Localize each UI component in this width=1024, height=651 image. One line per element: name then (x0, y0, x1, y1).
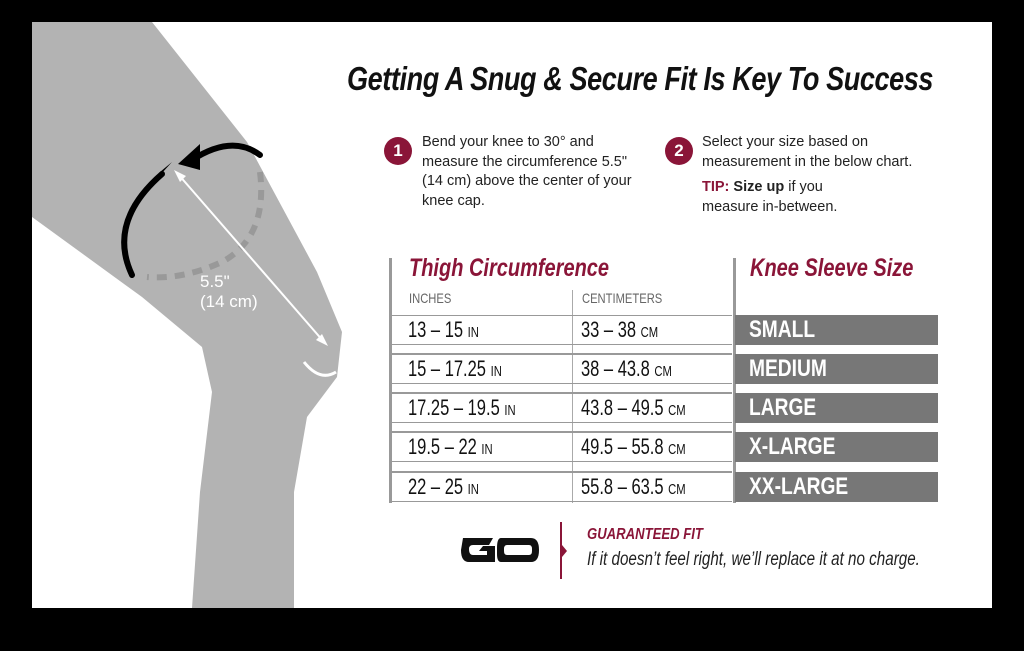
cm-value: 33 – 38 (581, 317, 637, 342)
inches-value: 22 – 25 (408, 474, 464, 499)
cm-unit: CM (654, 363, 672, 380)
tip-rest: if you measure in-between. (702, 179, 838, 215)
guarantee-divider (560, 522, 562, 579)
inches-cell: 15 – 17.25 IN (408, 354, 502, 387)
leg-shape (32, 22, 342, 608)
measurement-label: 5.5" (14 cm) (200, 272, 258, 312)
size-label: MEDIUM (735, 354, 938, 384)
cm-cell: 43.8 – 49.5 CM (581, 393, 686, 426)
inches-cell: 13 – 15 IN (408, 315, 479, 348)
go-logo (459, 532, 541, 571)
row-spacer (392, 463, 732, 472)
measurement-arrow (177, 173, 325, 343)
size-value: X-LARGE (749, 433, 836, 460)
go-logo-icon (461, 538, 539, 562)
inches-value: 19.5 – 22 (408, 434, 477, 459)
column-centimeters: CENTIMETERS (582, 290, 663, 306)
row-spacer (392, 423, 732, 432)
row-spacer (392, 384, 732, 393)
column-inches: INCHES (409, 290, 452, 306)
measure-cm: (14 cm) (200, 292, 258, 311)
table-divider (733, 258, 736, 503)
table-row: 19.5 – 22 IN 49.5 – 55.8 CM (392, 432, 732, 462)
cm-cell: 33 – 38 CM (581, 315, 658, 348)
cm-cell: 55.8 – 63.5 CM (581, 472, 686, 505)
inches-cell: 19.5 – 22 IN (408, 432, 493, 465)
table-row: 22 – 25 IN 55.8 – 63.5 CM (392, 472, 732, 502)
cm-cell: 38 – 43.8 CM (581, 354, 672, 387)
cm-cell: 49.5 – 55.8 CM (581, 432, 686, 465)
guarantee-title: GUARANTEED FIT (587, 526, 703, 543)
size-value: MEDIUM (749, 355, 827, 382)
tip-label: TIP: (702, 179, 730, 195)
inches-value: 13 – 15 (408, 317, 464, 342)
step-2-badge: 2 (665, 137, 693, 165)
table-row: 13 – 15 IN 33 – 38 CM (392, 315, 732, 345)
size-label: X-LARGE (735, 432, 938, 462)
cm-value: 55.8 – 63.5 (581, 474, 664, 499)
row-spacer (392, 345, 732, 354)
size-label: XX-LARGE (735, 472, 938, 502)
cm-value: 49.5 – 55.8 (581, 434, 664, 459)
column-divider (572, 290, 573, 503)
size-value: XX-LARGE (749, 473, 849, 500)
leg-diagram (32, 22, 342, 608)
size-value: SMALL (749, 316, 816, 343)
divider-arrow-icon (562, 545, 567, 557)
size-label: LARGE (735, 393, 938, 423)
inches-cell: 22 – 25 IN (408, 472, 479, 505)
cm-value: 43.8 – 49.5 (581, 395, 664, 420)
inches-unit: IN (481, 441, 493, 458)
knee-cap-mark (302, 361, 337, 377)
inches-unit: IN (467, 481, 479, 498)
measure-inches: 5.5" (200, 272, 230, 291)
step-2-text: Select your size based on measurement in… (702, 134, 913, 170)
step-1-badge: 1 (384, 137, 412, 165)
size-chart-panel: 5.5" (14 cm) Getting A Snug & Secure Fit… (32, 22, 992, 608)
header-thigh-circumference: Thigh Circumference (409, 254, 610, 282)
header-knee-sleeve-size: Knee Sleeve Size (750, 254, 914, 282)
table-left-border (389, 258, 392, 503)
tip-bold: Size up (733, 179, 785, 195)
guarantee-text: If it doesn’t feel right, we’ll replace … (587, 549, 920, 570)
table-row: 15 – 17.25 IN 38 – 43.8 CM (392, 354, 732, 384)
inches-value: 15 – 17.25 (408, 356, 486, 381)
cm-value: 38 – 43.8 (581, 356, 650, 381)
table-row: 17.25 – 19.5 IN 43.8 – 49.5 CM (392, 393, 732, 423)
inches-unit: IN (490, 363, 502, 380)
size-value: LARGE (749, 394, 817, 421)
step-2-tip: TIP: Size up if you measure in-between. (702, 178, 872, 217)
cm-unit: CM (668, 441, 686, 458)
page-title: Getting A Snug & Secure Fit Is Key To Su… (347, 60, 934, 97)
size-label: SMALL (735, 315, 938, 345)
inches-cell: 17.25 – 19.5 IN (408, 393, 516, 426)
cm-unit: CM (640, 324, 659, 341)
cm-unit: CM (668, 402, 686, 419)
inches-unit: IN (467, 324, 479, 341)
inches-unit: IN (504, 402, 516, 419)
inches-value: 17.25 – 19.5 (408, 395, 500, 420)
step-1-text: Bend your knee to 30° and measure the ci… (422, 134, 632, 209)
cm-unit: CM (668, 481, 686, 498)
